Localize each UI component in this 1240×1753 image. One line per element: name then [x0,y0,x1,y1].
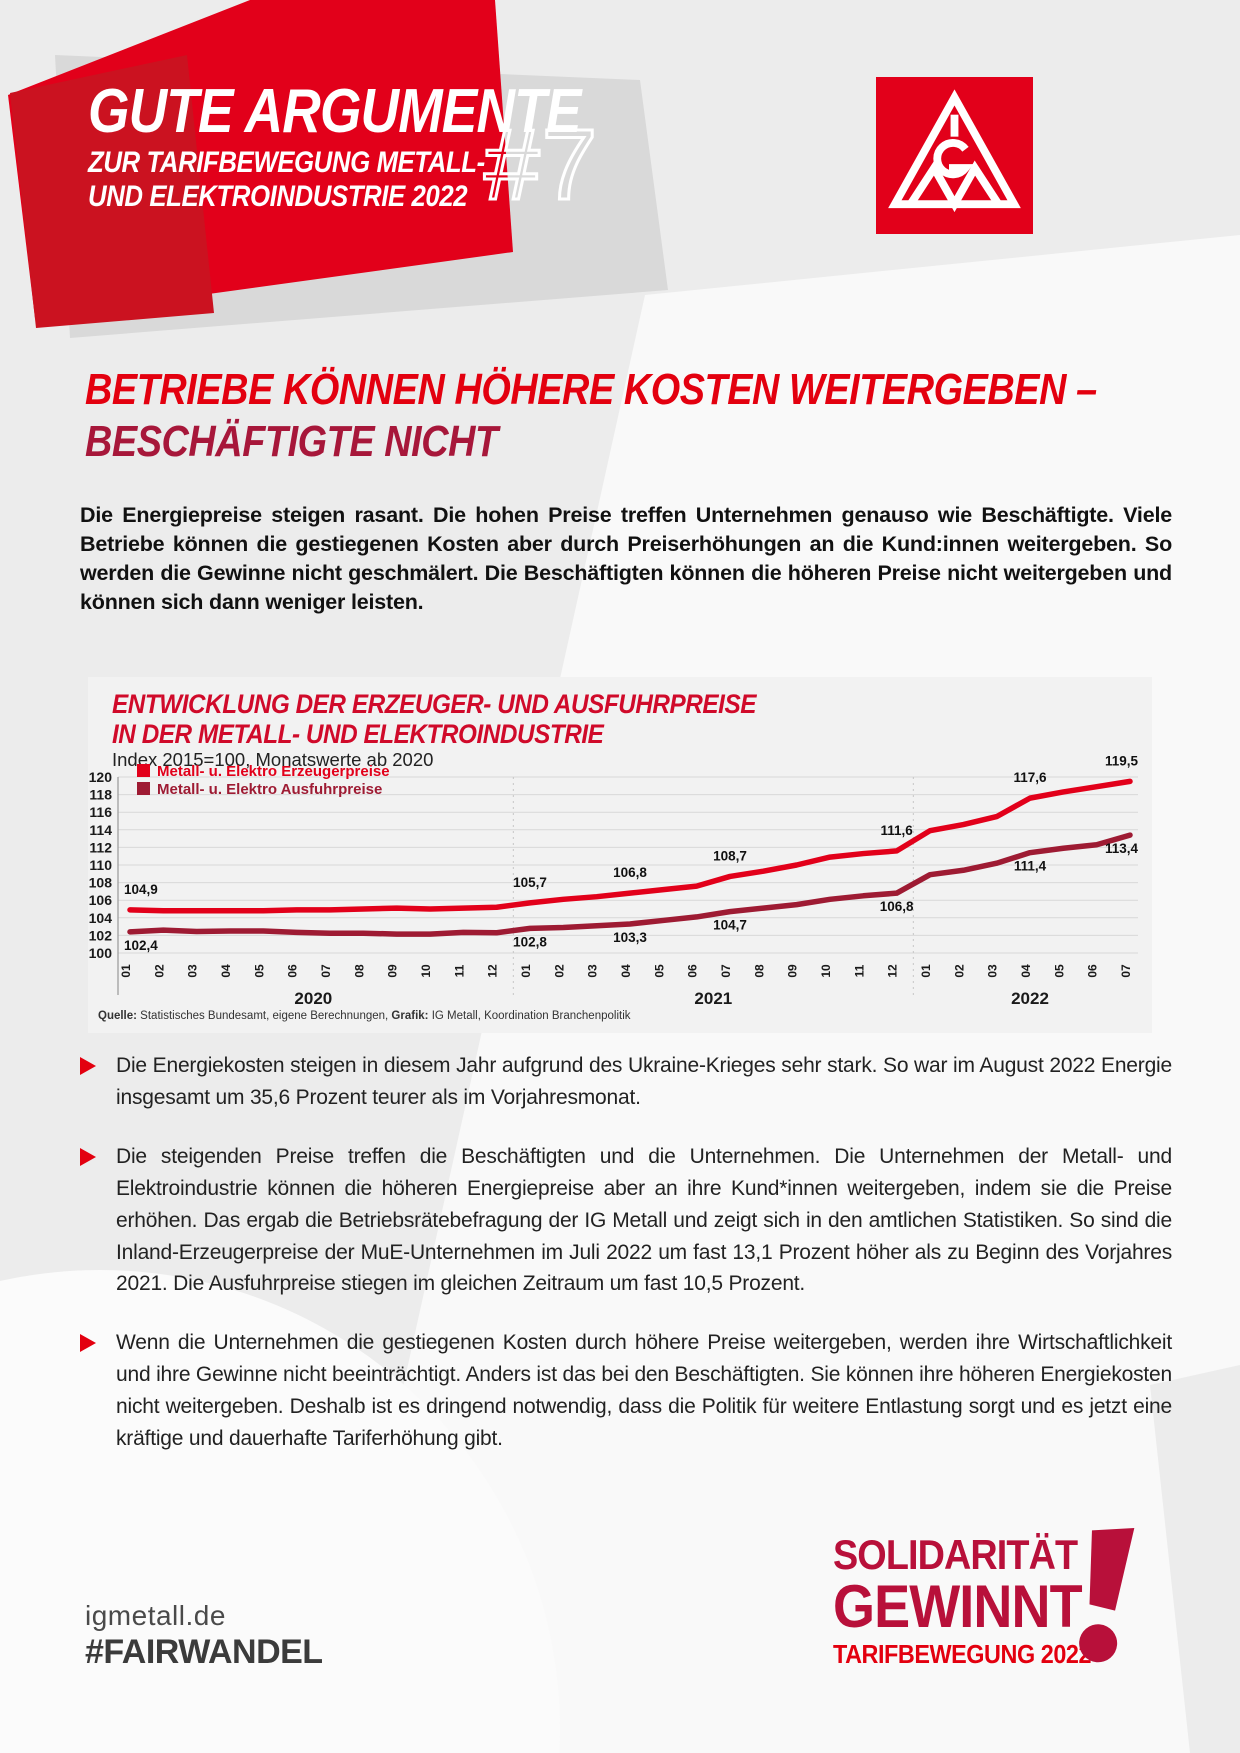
footer-website: igmetall.de [85,1600,226,1631]
svg-text:10: 10 [819,964,833,978]
svg-text:102,8: 102,8 [513,934,547,949]
headline-line2: BESCHÄFTIGTE NICHT [85,416,498,466]
svg-text:03: 03 [586,964,600,978]
svg-text:111,6: 111,6 [881,823,914,838]
banner-subtitle-line1: ZUR TARIFBEWEGUNG METALL- [88,146,485,179]
bullet-text: Die steigenden Preise treffen die Beschä… [116,1144,1172,1296]
svg-text:104,7: 104,7 [713,918,747,933]
svg-text:04: 04 [619,964,633,978]
svg-text:112: 112 [89,839,112,855]
issue-number: #7 [482,108,600,223]
svg-text:04: 04 [1019,964,1033,978]
svg-text:09: 09 [786,964,800,978]
svg-text:106,8: 106,8 [880,899,914,914]
svg-text:01: 01 [119,964,133,978]
slogan-line2: GEWINNT [833,1573,1083,1640]
svg-text:08: 08 [352,964,366,978]
bullet-marker-icon [80,1057,96,1075]
svg-text:111,4: 111,4 [1014,859,1047,874]
banner-title: GUTE ARGUMENTE [88,77,581,146]
bullet-item: Wenn die Unternehmen die gestiegenen Kos… [80,1327,1172,1455]
chart-source-text: Statistisches Bundesamt, eigene Berechnu… [136,1010,392,1022]
svg-text:105,7: 105,7 [513,875,547,890]
svg-text:05: 05 [1052,964,1066,978]
svg-text:12: 12 [886,964,900,978]
svg-text:09: 09 [386,964,400,978]
intro-paragraph: Die Energiepreise steigen rasant. Die ho… [80,502,1172,615]
svg-text:12: 12 [486,964,500,978]
svg-text:01: 01 [919,964,933,978]
bullet-marker-icon [80,1334,96,1353]
svg-text:05: 05 [252,964,266,978]
banner-subtitle-line2: UND ELEKTROINDUSTRIE 2022 [88,180,468,213]
chart-card: ENTWICKLUNG DER ERZEUGER- UND AUSFUHRPRE… [88,677,1152,1033]
svg-text:Metall- u. Elektro Ausfuhrprei: Metall- u. Elektro Ausfuhrpreise [157,781,382,798]
svg-text:113,4: 113,4 [1105,841,1139,856]
svg-text:114: 114 [89,822,112,838]
svg-text:108: 108 [89,875,113,891]
svg-text:117,6: 117,6 [1013,770,1047,785]
svg-text:100: 100 [89,945,113,961]
svg-text:118: 118 [89,787,112,803]
svg-text:108,7: 108,7 [713,848,747,863]
svg-text:119,5: 119,5 [1105,753,1139,768]
svg-text:Metall- u. Elektro Erzeugerpre: Metall- u. Elektro Erzeugerpreise [157,763,390,780]
chart-title-line1: ENTWICKLUNG DER ERZEUGER- UND AUSFUHRPRE… [112,689,756,719]
svg-text:03: 03 [986,964,1000,978]
svg-text:08: 08 [752,964,766,978]
svg-text:2022: 2022 [1011,989,1049,1008]
svg-text:110: 110 [89,857,112,873]
chart-source: Quelle: Statistisches Bundesamt, eigene … [98,1010,631,1022]
svg-text:02: 02 [952,964,966,978]
svg-text:11: 11 [452,964,466,977]
svg-text:02: 02 [152,964,166,978]
chart-subtitle: Index 2015=100, Monatswerte ab 2020 [112,749,434,770]
footer-hashtag: #FAIRWANDEL [85,1633,323,1671]
exclamation-mark-icon [1066,1523,1151,1676]
svg-text:102,4: 102,4 [124,938,158,953]
svg-text:10: 10 [419,964,433,978]
svg-text:11: 11 [852,964,866,977]
svg-text:02: 02 [552,964,566,978]
svg-text:06: 06 [686,964,700,978]
chart-grafik-text: IG Metall, Koordination Branchenpolitik [428,1010,631,1022]
svg-text:120: 120 [89,769,113,785]
headline-line1: BETRIEBE KÖNNEN HÖHERE KOSTEN WEITERGEBE… [85,365,1097,414]
svg-text:2021: 2021 [694,989,732,1008]
svg-text:07: 07 [1119,964,1133,978]
svg-text:06: 06 [286,964,300,978]
slogan-line1: SOLIDARITÄT [833,1531,1078,1578]
svg-text:07: 07 [319,964,333,978]
page-headline: BETRIEBE KÖNNEN HÖHERE KOSTEN WEITERGEBE… [85,364,1240,468]
bullet-marker-icon [80,1147,96,1166]
svg-text:07: 07 [719,964,733,978]
svg-text:104: 104 [89,910,113,926]
svg-text:116: 116 [89,804,112,820]
chart-title-line2: IN DER METALL- UND ELEKTROINDUSTRIE [112,719,604,749]
bullet-list: Die Energiekosten steigen in diesem Jahr… [80,1050,1172,1482]
svg-text:04: 04 [219,964,233,978]
svg-text:104,9: 104,9 [124,882,158,897]
chart-grafik-label: Grafik: [391,1010,429,1022]
svg-text:03: 03 [186,964,200,978]
svg-text:01: 01 [519,964,533,978]
bullet-text: Die Energiekosten steigen in diesem Jahr… [116,1054,1172,1109]
bullet-item: Die Energiekosten steigen in diesem Jahr… [80,1050,1172,1114]
slogan-subline: TARIFBEWEGUNG 2022 [833,1639,1092,1669]
svg-text:2020: 2020 [294,989,332,1008]
svg-text:106: 106 [89,892,113,908]
chart-source-label: Quelle: [98,1010,137,1022]
svg-text:106,8: 106,8 [613,865,647,880]
bullet-item: Die steigenden Preise treffen die Beschä… [80,1141,1172,1301]
svg-text:102: 102 [89,927,113,943]
svg-text:06: 06 [1086,964,1100,978]
ig-metall-logo-icon [876,77,1033,234]
svg-text:05: 05 [652,964,666,978]
bullet-text: Wenn die Unternehmen die gestiegenen Kos… [116,1331,1172,1451]
svg-text:103,3: 103,3 [613,930,647,945]
